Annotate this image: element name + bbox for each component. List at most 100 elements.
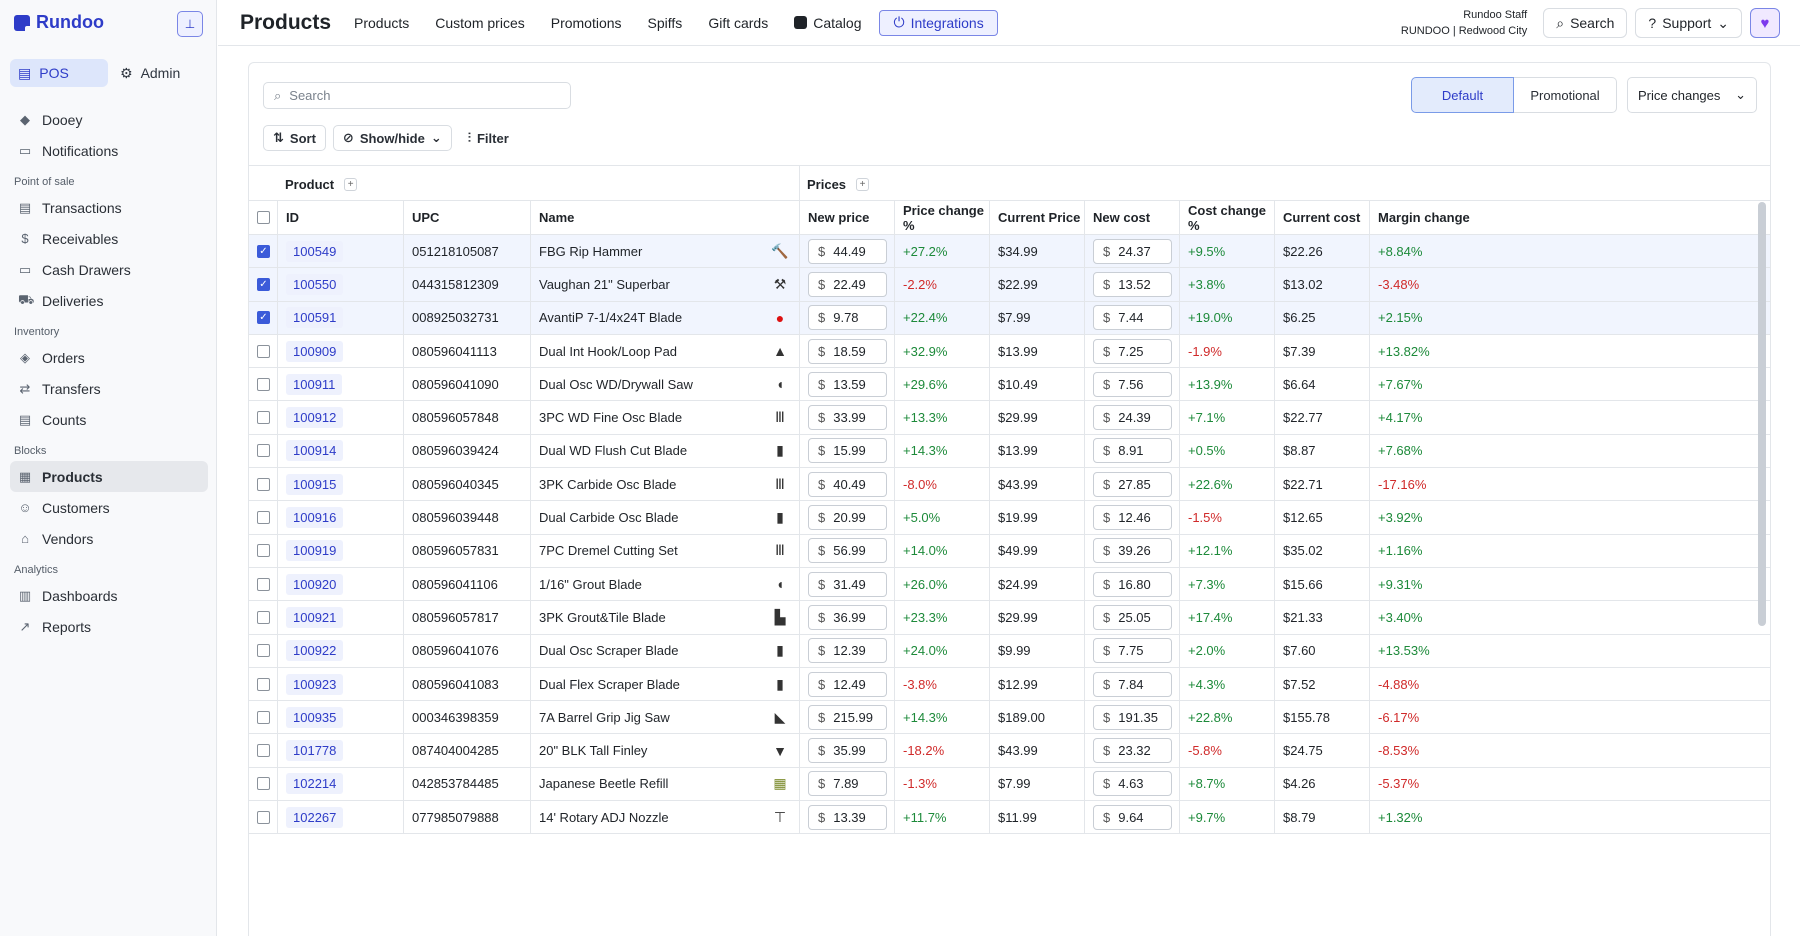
table-row[interactable]: 100912 080596057848 3PC WD Fine Osc Blade Ⅲ…	[249, 401, 1770, 435]
top-nav-spiffs[interactable]: Spiffs	[635, 10, 696, 36]
global-search-button[interactable]: ⌕ Search	[1543, 8, 1628, 38]
row-checkbox[interactable]	[257, 710, 270, 724]
new-price-input[interactable]: $215.99	[808, 704, 887, 730]
row-checkbox[interactable]: ✓	[257, 244, 270, 258]
product-id-link[interactable]: 100550	[286, 273, 344, 295]
new-price-input[interactable]: $15.99	[808, 438, 887, 464]
row-checkbox[interactable]: ✓	[257, 311, 270, 325]
product-id-link[interactable]: 100909	[286, 340, 344, 362]
new-price-input[interactable]: $35.99	[808, 738, 887, 764]
sidebar-item-deliveries[interactable]: ⛟ Deliveries	[10, 285, 208, 316]
new-price-input[interactable]: $31.49	[808, 571, 887, 597]
new-cost-input[interactable]: $8.91	[1093, 438, 1172, 464]
sidebar-item-transfers[interactable]: ⇄ Transfers	[10, 373, 208, 404]
table-row[interactable]: 102214 042853784485 Japanese Beetle Refill…	[249, 767, 1770, 802]
new-cost-input[interactable]: $191.35	[1093, 704, 1172, 730]
sidebar-item-transactions[interactable]: ▤ Transactions	[10, 192, 208, 223]
top-nav-catalog[interactable]: Catalog	[781, 10, 874, 36]
row-checkbox[interactable]	[257, 610, 270, 624]
table-row[interactable]: ✓ 100550 044315812309 Vaughan 21" Superbar ⚒…	[249, 268, 1770, 302]
top-nav-integrations[interactable]: ⏻ Integrations	[879, 9, 998, 36]
brand-logo[interactable]: Rundoo	[14, 12, 104, 33]
table-row[interactable]: 100920 080596041106 1/16" Grout Blade ◖ $31.…	[249, 567, 1770, 602]
product-id-link[interactable]: 100915	[286, 473, 344, 495]
new-price-input[interactable]: $13.39	[808, 804, 887, 830]
table-row[interactable]: 100921 080596057817 3PK Grout&Tile Blade ▙ $…	[249, 601, 1770, 635]
table-row[interactable]: 100916 080596039448 Dual Carbide Osc Blade…	[249, 501, 1770, 535]
sidebar-item-orders[interactable]: ◈ Orders	[10, 342, 208, 373]
row-checkbox[interactable]	[257, 511, 270, 525]
table-row[interactable]: 100935 000346398359 7A Barrel Grip Jig Saw…	[249, 701, 1770, 735]
new-price-input[interactable]: $9.78	[808, 305, 887, 331]
product-id-link[interactable]: 100922	[286, 640, 344, 662]
table-row[interactable]: 100911 080596041090 Dual Osc WD/Drywall Sa…	[249, 368, 1770, 402]
table-row[interactable]: 102267 077985079888 14' Rotary ADJ Nozzle ⊤…	[249, 801, 1770, 835]
column-header-current-price[interactable]: Current Price	[989, 201, 1084, 234]
sidebar-item-vendors[interactable]: ⌂ Vendors	[10, 523, 208, 554]
row-checkbox[interactable]	[257, 577, 270, 591]
table-row[interactable]: 100922 080596041076 Dual Osc Scraper Blade…	[249, 634, 1770, 668]
new-cost-input[interactable]: $7.56	[1093, 371, 1172, 397]
new-price-input[interactable]: $44.49	[808, 238, 887, 264]
row-checkbox[interactable]	[257, 344, 270, 358]
product-id-link[interactable]: 100916	[286, 507, 344, 529]
new-price-input[interactable]: $36.99	[808, 604, 887, 630]
support-button[interactable]: ? Support ⌄	[1635, 8, 1742, 38]
select-all-checkbox[interactable]	[257, 211, 270, 224]
column-header-name[interactable]: Name	[530, 201, 799, 234]
new-cost-input[interactable]: $16.80	[1093, 571, 1172, 597]
new-price-input[interactable]: $12.49	[808, 671, 887, 697]
row-checkbox[interactable]: ✓	[257, 277, 270, 291]
new-cost-input[interactable]: $24.37	[1093, 238, 1172, 264]
product-id-link[interactable]: 100923	[286, 673, 344, 695]
product-id-link[interactable]: 102267	[286, 806, 344, 828]
sidebar-item-notifications[interactable]: ▭ Notifications	[10, 135, 208, 166]
new-cost-input[interactable]: $7.75	[1093, 638, 1172, 664]
table-row[interactable]: 101778 087404004285 20" BLK Tall Finley ▼ $3…	[249, 734, 1770, 768]
row-checkbox[interactable]	[257, 744, 270, 758]
sort-button[interactable]: ⇅ Sort	[263, 125, 326, 151]
avatar[interactable]: ♥	[1750, 8, 1780, 38]
sidebar-item-dooey[interactable]: ◆ Dooey	[10, 104, 208, 135]
sidebar-item-dashboards[interactable]: ▥ Dashboards	[10, 580, 208, 611]
row-checkbox[interactable]	[257, 644, 270, 658]
table-row[interactable]: 100919 080596057831 7PC Dremel Cutting Set…	[249, 534, 1770, 568]
row-checkbox[interactable]	[257, 810, 270, 824]
new-cost-input[interactable]: $23.32	[1093, 738, 1172, 764]
column-header-margin-change[interactable]: Margin change	[1369, 201, 1561, 234]
table-row[interactable]: 100915 080596040345 3PK Carbide Osc Blade Ⅲ…	[249, 468, 1770, 502]
row-checkbox[interactable]	[257, 677, 270, 691]
row-checkbox[interactable]	[257, 444, 270, 458]
column-header-id[interactable]: ID	[277, 201, 403, 234]
new-price-input[interactable]: $33.99	[808, 405, 887, 431]
column-header-price-change-[interactable]: Price change %	[894, 201, 989, 234]
new-cost-input[interactable]: $9.64	[1093, 804, 1172, 830]
sidebar-item-cash-drawers[interactable]: ▭ Cash Drawers	[10, 254, 208, 285]
product-id-link[interactable]: 100914	[286, 440, 344, 462]
new-cost-input[interactable]: $4.63	[1093, 771, 1172, 797]
row-checkbox[interactable]	[257, 411, 270, 425]
view-default-button[interactable]: Default	[1411, 77, 1514, 113]
sidebar-item-counts[interactable]: ▤ Counts	[10, 404, 208, 435]
table-row[interactable]: 100923 080596041083 Dual Flex Scraper Blad…	[249, 667, 1770, 702]
table-row[interactable]: ✓ 100549 051218105087 FBG Rip Hammer 🔨 $44.49…	[249, 235, 1770, 269]
column-header-new-cost[interactable]: New cost	[1084, 201, 1179, 234]
new-price-input[interactable]: $13.59	[808, 371, 887, 397]
row-checkbox[interactable]	[257, 477, 270, 491]
top-nav-custom-prices[interactable]: Custom prices	[422, 10, 537, 36]
new-cost-input[interactable]: $13.52	[1093, 271, 1172, 297]
tab-pos[interactable]: ▤ POS	[10, 59, 108, 87]
product-id-link[interactable]: 100911	[286, 373, 343, 395]
product-id-link[interactable]: 100912	[286, 407, 344, 429]
new-cost-input[interactable]: $7.44	[1093, 305, 1172, 331]
new-cost-input[interactable]: $12.46	[1093, 505, 1172, 531]
pin-sidebar-button[interactable]: ⊥	[177, 11, 203, 37]
sidebar-item-reports[interactable]: ↗ Reports	[10, 611, 208, 642]
new-price-input[interactable]: $18.59	[808, 338, 887, 364]
new-cost-input[interactable]: $24.39	[1093, 405, 1172, 431]
sidebar-item-receivables[interactable]: $ Receivables	[10, 223, 208, 254]
tab-admin[interactable]: ⚙ Admin	[112, 59, 210, 87]
product-id-link[interactable]: 100921	[286, 606, 344, 628]
table-row[interactable]: 100909 080596041113 Dual Int Hook/Loop Pad…	[249, 334, 1770, 369]
new-price-input[interactable]: $12.39	[808, 638, 887, 664]
